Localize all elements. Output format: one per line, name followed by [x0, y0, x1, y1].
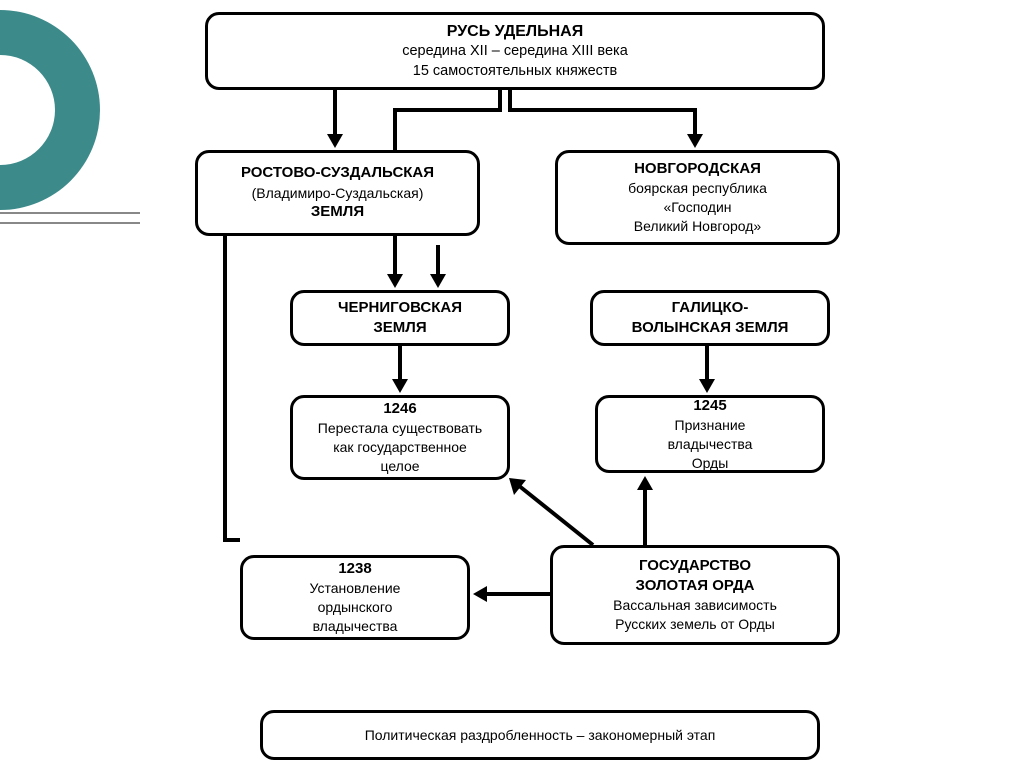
node-orda-title2: ЗОЛОТАЯ ОРДА	[563, 576, 827, 596]
node-1246-title: 1246	[303, 399, 497, 419]
node-root-line2: середина XII – середина XIII века	[218, 42, 812, 62]
node-root: РУСЬ УДЕЛЬНАЯ середина XII – середина XI…	[205, 12, 825, 90]
node-galitsk-title: ГАЛИЦКО-	[603, 298, 817, 318]
node-novgorod: НОВГОРОДСКАЯ боярская республика «Господ…	[555, 150, 840, 245]
node-1245: 1245 Признание владычества Орды	[595, 395, 825, 473]
node-bottom: Политическая раздробленность – закономер…	[260, 710, 820, 760]
node-rostov-line2: (Владимиро-Суздальская)	[208, 184, 467, 203]
node-chernigov-title: ЧЕРНИГОВСКАЯ	[303, 298, 497, 318]
node-chernigov-line2: ЗЕМЛЯ	[303, 318, 497, 338]
node-root-title: РУСЬ УДЕЛЬНАЯ	[218, 21, 812, 43]
node-orda-line2: Вассальная зависимость	[563, 596, 827, 615]
node-1246: 1246 Перестала существовать как государс…	[290, 395, 510, 480]
node-1245-line3: владычества	[608, 435, 812, 454]
node-1238-line2: Установление	[253, 579, 457, 598]
node-1238-line3: ордынского	[253, 598, 457, 617]
node-root-line3: 15 самостоятельных княжеств	[218, 62, 812, 82]
node-chernigov: ЧЕРНИГОВСКАЯ ЗЕМЛЯ	[290, 290, 510, 346]
node-1245-line2: Признание	[608, 416, 812, 435]
node-1238-line4: владычества	[253, 617, 457, 636]
node-rostov-line3: ЗЕМЛЯ	[208, 202, 467, 222]
node-1245-line4: Орды	[608, 454, 812, 473]
node-novgorod-line4: Великий Новгород»	[568, 217, 827, 236]
node-rostov: РОСТОВО-СУЗДАЛЬСКАЯ (Владимиро-Суздальск…	[195, 150, 480, 236]
decoration-line-1	[0, 212, 140, 214]
node-galitsk: ГАЛИЦКО- ВОЛЫНСКАЯ ЗЕМЛЯ	[590, 290, 830, 346]
flowchart: РУСЬ УДЕЛЬНАЯ середина XII – середина XI…	[195, 0, 895, 767]
node-orda: ГОСУДАРСТВО ЗОЛОТАЯ ОРДА Вассальная зави…	[550, 545, 840, 645]
node-orda-title: ГОСУДАРСТВО	[563, 556, 827, 576]
node-galitsk-line2: ВОЛЫНСКАЯ ЗЕМЛЯ	[603, 318, 817, 338]
node-1246-line3: как государственное	[303, 438, 497, 457]
node-bottom-line1: Политическая раздробленность – закономер…	[273, 726, 807, 745]
node-rostov-title: РОСТОВО-СУЗДАЛЬСКАЯ	[208, 163, 467, 183]
decoration-line-2	[0, 222, 140, 224]
node-1238-title: 1238	[253, 559, 457, 579]
node-novgorod-line2: боярская республика	[568, 179, 827, 198]
node-1238: 1238 Установление ордынского владычества	[240, 555, 470, 640]
arrow-layer	[195, 0, 895, 767]
node-orda-line3: Русских земель от Орды	[563, 615, 827, 634]
node-1246-line4: целое	[303, 457, 497, 476]
node-novgorod-line3: «Господин	[568, 198, 827, 217]
node-novgorod-title: НОВГОРОДСКАЯ	[568, 159, 827, 179]
node-1245-title: 1245	[608, 396, 812, 416]
node-1246-line2: Перестала существовать	[303, 419, 497, 438]
